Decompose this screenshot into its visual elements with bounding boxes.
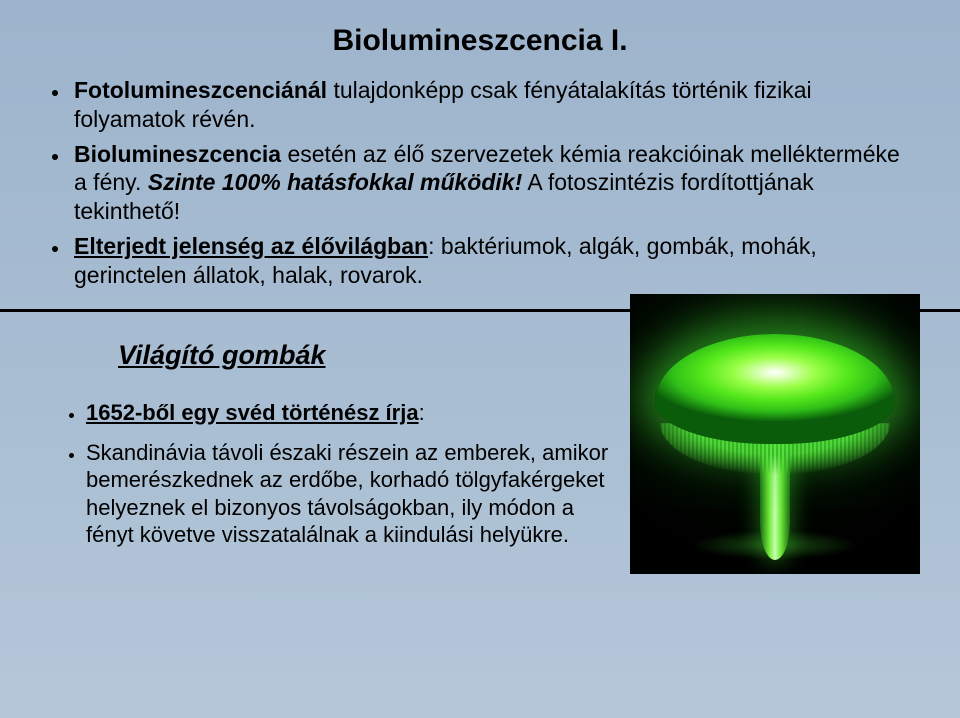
main-bullet-list: Fotolumineszcenciánál tulajdonképp csak … (0, 76, 960, 289)
sub-bullet-1: 1652-ből egy svéd történész írja: (86, 399, 612, 427)
bullet-1-bold: Fotolumineszcenciánál (74, 77, 327, 103)
bullet-2-term: Biolumineszcencia (74, 141, 281, 167)
mushroom-cap (655, 334, 895, 444)
sub-bullet-1-colon: : (419, 400, 425, 425)
lower-text-column: Világító gombák 1652-ből egy svéd történ… (70, 338, 612, 574)
lower-section: Világító gombák 1652-ből egy svéd történ… (0, 338, 960, 574)
page-title: Biolumineszcencia I. (0, 0, 960, 76)
mushroom-image (630, 294, 920, 574)
bullet-3: Elterjedt jelenség az élővilágban: bakté… (70, 232, 910, 290)
sub-bullet-list: 1652-ből egy svéd történész írja: Skandi… (70, 399, 612, 549)
story-bullet: Skandinávia távoli északi részein az emb… (86, 439, 612, 549)
bullet-2: Biolumineszcencia esetén az élő szerveze… (70, 140, 910, 226)
bullet-2-emph: Szinte 100% hatásfokkal működik! (148, 169, 523, 195)
sub-bullet-1-lead: 1652-ből egy svéd történész írja (86, 400, 419, 425)
bullet-3-term: Elterjedt jelenség az élővilágban (74, 233, 428, 259)
story-lead: Skandinávia távoli északi részein az (86, 440, 438, 465)
subheading: Világító gombák (118, 340, 612, 371)
bullet-1: Fotolumineszcenciánál tulajdonképp csak … (70, 76, 910, 134)
